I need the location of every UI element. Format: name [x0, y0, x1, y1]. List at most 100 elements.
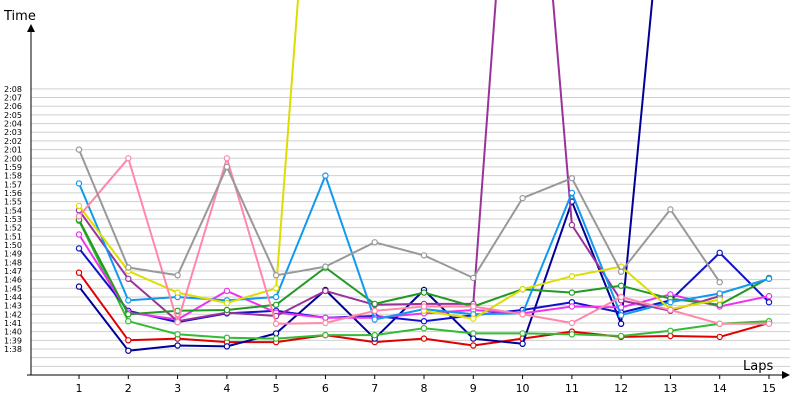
data-point	[617, 268, 625, 275]
data-point	[125, 337, 132, 344]
y-tick-label: 1:40	[4, 328, 22, 337]
y-tick-label: 1:53	[4, 215, 22, 224]
data-point	[125, 311, 132, 318]
data-point	[420, 318, 428, 325]
y-tick-label: 2:04	[4, 120, 22, 129]
data-point	[371, 239, 378, 246]
data-point	[716, 301, 723, 308]
x-tick-label: 1	[76, 382, 83, 395]
data-point	[765, 299, 773, 306]
data-point	[420, 335, 428, 342]
data-point	[371, 316, 378, 323]
data-point	[75, 146, 83, 153]
data-point	[223, 155, 231, 162]
y-tick-label: 1:51	[4, 232, 22, 241]
series-10	[75, 155, 773, 327]
y-tick-label: 2:00	[4, 154, 22, 163]
data-point	[617, 312, 625, 319]
data-point	[420, 325, 428, 332]
data-point	[519, 330, 526, 337]
data-point	[617, 293, 625, 301]
data-point	[272, 272, 280, 279]
y-tick-label: 1:42	[4, 310, 22, 319]
x-axis-title: Laps	[743, 359, 773, 374]
data-point	[75, 245, 83, 252]
data-point	[174, 272, 181, 279]
data-point	[75, 283, 83, 290]
axes	[27, 24, 790, 379]
data-point	[223, 163, 231, 171]
x-tick-label: 3	[174, 382, 181, 395]
data-point	[617, 282, 625, 289]
data-point	[125, 155, 132, 162]
x-tick-label: 14	[713, 382, 727, 395]
data-point	[765, 275, 773, 282]
data-point	[470, 335, 477, 342]
data-point	[568, 289, 576, 296]
series-11	[75, 146, 723, 286]
y-tick-label: 1:48	[4, 258, 22, 267]
data-point	[75, 202, 83, 210]
data-point	[75, 180, 83, 187]
data-point	[75, 231, 83, 238]
y-tick-label: 2:02	[4, 137, 22, 146]
data-point	[617, 320, 625, 327]
data-point	[174, 289, 181, 296]
data-point	[470, 274, 477, 282]
data-point	[667, 327, 674, 334]
data-point	[765, 320, 773, 327]
series-line	[78, 157, 769, 325]
data-point	[223, 334, 231, 341]
y-tick-label: 1:59	[4, 163, 22, 172]
data-point	[272, 330, 280, 337]
data-point	[125, 275, 132, 282]
data-point	[568, 273, 576, 280]
y-tick-label: 1:50	[4, 241, 22, 250]
data-point	[272, 320, 280, 327]
data-point	[568, 331, 576, 338]
y-axis-title: Time	[3, 9, 36, 24]
x-tick-label: 15	[762, 382, 776, 395]
y-tick-label: 1:55	[4, 198, 22, 207]
data-point	[272, 285, 280, 292]
data-point	[716, 320, 723, 327]
data-point	[470, 303, 477, 310]
y-tick-label: 1:58	[4, 172, 22, 181]
data-point	[174, 331, 181, 338]
data-point	[223, 299, 231, 307]
data-point	[322, 314, 329, 321]
data-point	[125, 318, 132, 325]
data-point	[667, 332, 674, 340]
data-point	[568, 174, 576, 182]
data-point	[371, 331, 378, 339]
data-point	[125, 347, 132, 354]
data-point	[519, 194, 526, 202]
y-tick-label: 1:39	[4, 336, 22, 345]
data-point	[223, 287, 231, 295]
y-axis-tick-labels: 1:381:391:401:411:421:431:441:451:461:47…	[4, 85, 22, 354]
data-point	[765, 292, 773, 300]
data-point	[420, 303, 428, 310]
data-point	[75, 213, 83, 220]
data-point	[272, 293, 280, 301]
y-tick-label: 1:41	[4, 319, 22, 328]
y-tick-label: 1:57	[4, 180, 22, 189]
data-point	[223, 306, 231, 314]
data-point	[667, 206, 674, 213]
y-axis-arrow	[27, 24, 35, 32]
x-tick-label: 8	[421, 382, 428, 395]
x-tick-label: 6	[322, 382, 329, 395]
data-point	[519, 311, 526, 318]
data-point	[470, 342, 477, 349]
x-tick-label: 9	[470, 382, 477, 395]
x-tick-label: 10	[516, 382, 530, 395]
data-point	[322, 172, 329, 179]
data-point	[667, 299, 674, 306]
data-point	[322, 331, 329, 339]
series-2	[75, 0, 654, 354]
series-lines	[75, 0, 773, 354]
data-point	[174, 342, 181, 349]
y-tick-label: 1:45	[4, 284, 22, 293]
x-tick-label: 5	[273, 382, 280, 395]
y-tick-label: 1:44	[4, 293, 22, 302]
